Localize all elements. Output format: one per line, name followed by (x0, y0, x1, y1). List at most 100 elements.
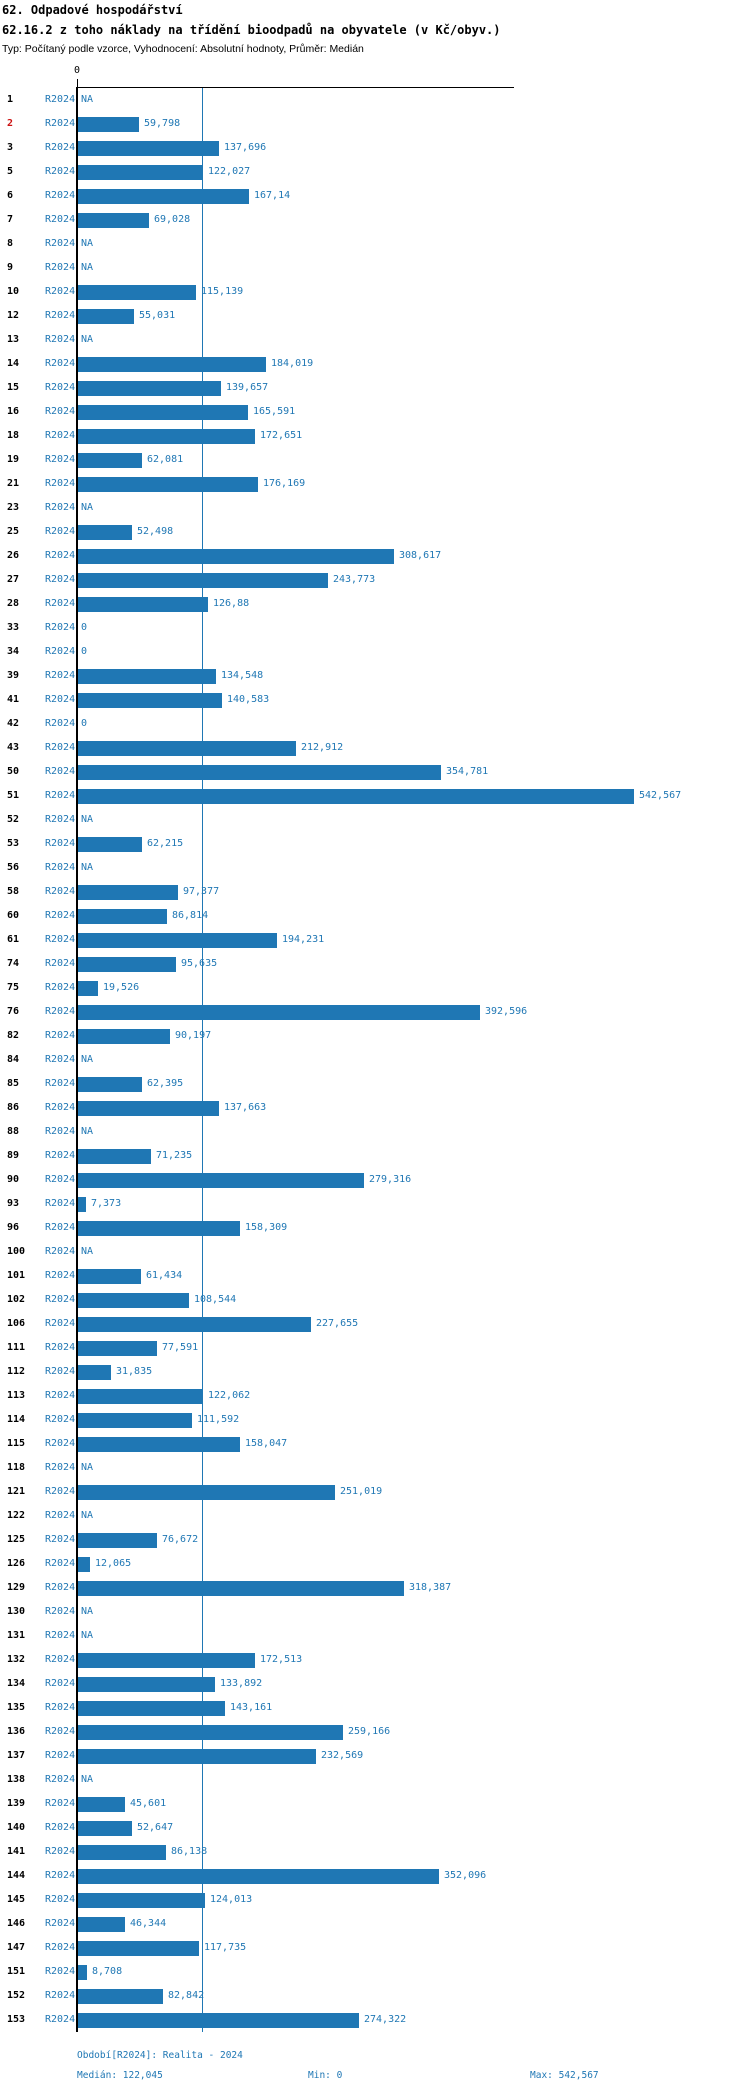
row-number: 56 (7, 862, 20, 873)
value-bar (78, 1341, 157, 1356)
value-label: 122,027 (208, 166, 251, 177)
row-series-label: R2024 (45, 406, 76, 417)
value-bar (78, 117, 139, 132)
row-number: 122 (7, 1510, 26, 1521)
chart-row: 84 R2024 NA (0, 1048, 750, 1072)
row-series-label: R2024 (45, 1726, 76, 1737)
value-label: 117,735 (204, 1942, 247, 1953)
row-series-label: R2024 (45, 1846, 76, 1857)
row-series-label: R2024 (45, 1798, 76, 1809)
row-number: 86 (7, 1102, 20, 1113)
value-label: 212,912 (301, 742, 344, 753)
row-series-label: R2024 (45, 1318, 76, 1329)
value-label: 0 (81, 646, 88, 657)
row-series-label: R2024 (45, 1246, 76, 1257)
row-series-label: R2024 (45, 358, 76, 369)
max-stat: Max: 542,567 (530, 2070, 599, 2081)
row-series-label: R2024 (45, 1750, 76, 1761)
value-label: 12,065 (95, 1558, 132, 1569)
value-bar (78, 477, 258, 492)
row-number: 19 (7, 454, 20, 465)
chart-row: 9 R2024 NA (0, 256, 750, 280)
value-bar (78, 1173, 364, 1188)
row-number: 152 (7, 1990, 26, 2001)
value-label: 69,028 (154, 214, 191, 225)
chart-row: 118 R2024 NA (0, 1456, 750, 1480)
value-bar (78, 1533, 157, 1548)
chart-row: 100 R2024 NA (0, 1240, 750, 1264)
value-label: 137,696 (224, 142, 267, 153)
chart-row: 121 R2024 251,019 (0, 1480, 750, 1504)
chart-row: 25 R2024 52,498 (0, 520, 750, 544)
row-number: 129 (7, 1582, 26, 1593)
row-series-label: R2024 (45, 214, 76, 225)
row-series-label: R2024 (45, 1198, 76, 1209)
row-number: 34 (7, 646, 20, 657)
row-series-label: R2024 (45, 1102, 76, 1113)
row-series-label: R2024 (45, 982, 76, 993)
row-number: 121 (7, 1486, 26, 1497)
chart-row: 132 R2024 172,513 (0, 1648, 750, 1672)
chart-row: 14 R2024 184,019 (0, 352, 750, 376)
chart-row: 152 R2024 82,842 (0, 1984, 750, 2008)
chart-row: 33 R2024 0 (0, 616, 750, 640)
chart-row: 60 R2024 86,814 (0, 904, 750, 928)
value-bar (78, 1653, 255, 1668)
row-number: 58 (7, 886, 20, 897)
chart-row: 112 R2024 31,835 (0, 1360, 750, 1384)
chart-row: 21 R2024 176,169 (0, 472, 750, 496)
row-series-label: R2024 (45, 310, 76, 321)
chart-row: 89 R2024 71,235 (0, 1144, 750, 1168)
row-series-label: R2024 (45, 1582, 76, 1593)
chart-row: 82 R2024 90,197 (0, 1024, 750, 1048)
row-number: 27 (7, 574, 20, 585)
chart-row: 139 R2024 45,601 (0, 1792, 750, 1816)
row-number: 114 (7, 1414, 26, 1425)
chart-row: 41 R2024 140,583 (0, 688, 750, 712)
value-bar (78, 837, 142, 852)
value-bar (78, 1701, 225, 1716)
value-bar (78, 1101, 219, 1116)
value-label: 52,498 (137, 526, 174, 537)
chart-row: 7 R2024 69,028 (0, 208, 750, 232)
row-series-label: R2024 (45, 670, 76, 681)
row-number: 88 (7, 1126, 20, 1137)
value-label: 352,096 (444, 1870, 487, 1881)
period-label: Období[R2024]: Realita - 2024 (77, 2050, 243, 2061)
value-bar (78, 1269, 141, 1284)
value-bar (78, 1749, 316, 1764)
min-stat: Min: 0 (308, 2070, 343, 2081)
value-bar (78, 357, 266, 372)
row-series-label: R2024 (45, 1702, 76, 1713)
value-label: 76,672 (162, 1534, 199, 1545)
value-label: 8,708 (92, 1966, 123, 1977)
row-number: 15 (7, 382, 20, 393)
value-label: 7,373 (91, 1198, 122, 1209)
row-number: 93 (7, 1198, 20, 1209)
value-label: NA (81, 334, 94, 345)
value-label: NA (81, 1246, 94, 1257)
value-bar (78, 1005, 480, 1020)
row-number: 112 (7, 1366, 26, 1377)
chart-row: 74 R2024 95,635 (0, 952, 750, 976)
value-label: NA (81, 238, 94, 249)
value-label: 0 (81, 622, 88, 633)
chart-row: 23 R2024 NA (0, 496, 750, 520)
chart-row: 151 R2024 8,708 (0, 1960, 750, 1984)
value-label: 279,316 (369, 1174, 412, 1185)
row-number: 85 (7, 1078, 20, 1089)
row-number: 7 (7, 214, 14, 225)
chart-row: 147 R2024 117,735 (0, 1936, 750, 1960)
value-label: 52,647 (137, 1822, 174, 1833)
value-label: 176,169 (263, 478, 306, 489)
row-number: 153 (7, 2014, 26, 2025)
value-label: 126,88 (213, 598, 250, 609)
chart-row: 125 R2024 76,672 (0, 1528, 750, 1552)
value-label: 140,583 (227, 694, 270, 705)
chart-row: 56 R2024 NA (0, 856, 750, 880)
chart-row: 50 R2024 354,781 (0, 760, 750, 784)
chart-row: 101 R2024 61,434 (0, 1264, 750, 1288)
value-label: NA (81, 1462, 94, 1473)
row-series-label: R2024 (45, 1822, 76, 1833)
value-label: 62,081 (147, 454, 184, 465)
